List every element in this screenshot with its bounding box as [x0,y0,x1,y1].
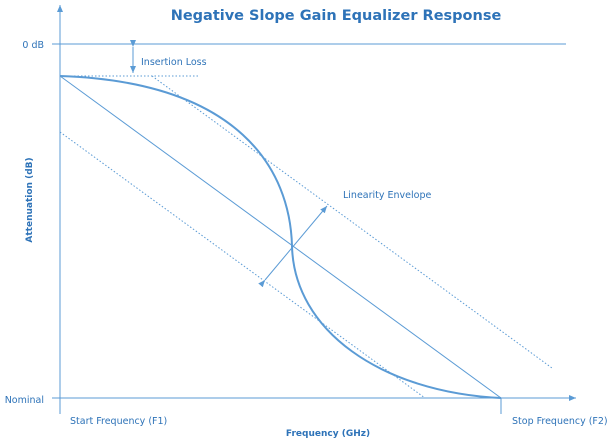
ideal-slope-line [59,75,502,399]
diagram-title: Negative Slope Gain Equalizer Response [171,8,502,24]
y-axis-title: Attenuation (dB) [25,157,35,242]
zero-db-label: 0 dB [22,40,44,51]
nominal-label: Nominal [5,395,44,406]
x-axis-title: Frequency (GHz) [286,429,370,439]
linearity-envelope-label: Linearity Envelope [343,190,432,201]
insertion-loss-label: Insertion Loss [141,57,207,68]
stop-frequency-label: Stop Frequency (F2) [512,416,608,427]
response-curve [59,75,502,399]
start-frequency-label: Start Frequency (F1) [70,416,167,427]
linearity-envelope-arrow [258,205,328,288]
lower-envelope-line [59,131,426,399]
upper-envelope-line [151,75,553,369]
